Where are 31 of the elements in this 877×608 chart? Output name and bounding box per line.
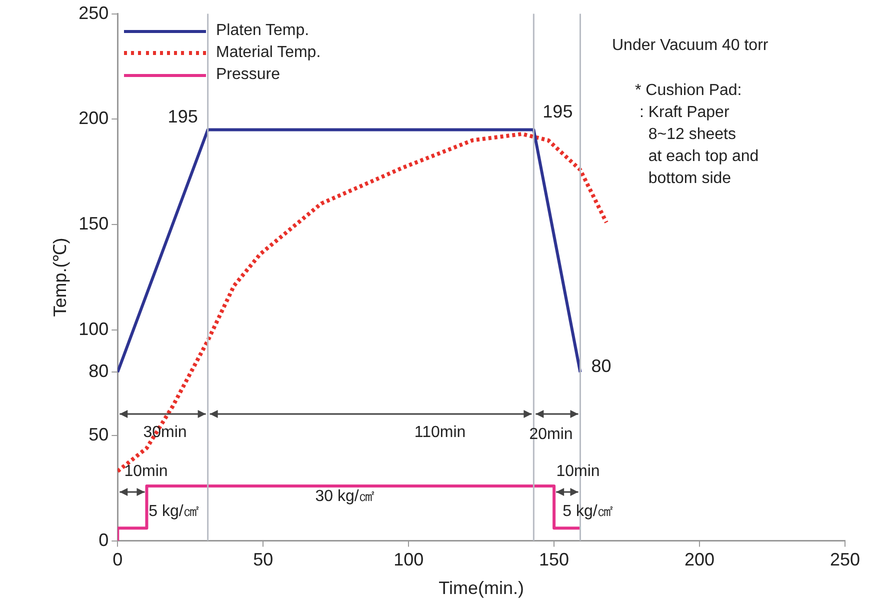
annotation: 30min [143, 424, 187, 442]
x-axis-title: Time(min.) [438, 578, 524, 598]
annotation: Under Vacuum 40 torr [612, 36, 768, 56]
x-tick-label: 0 [112, 550, 123, 570]
annotation: 195 [542, 102, 573, 122]
annotation: 20min [529, 426, 573, 444]
y-tick-label: 80 [88, 361, 109, 382]
annotation: 5 kg/㎠ [562, 503, 614, 521]
annotation: 30 kg/㎠ [315, 488, 375, 506]
x-tick-label: 50 [253, 550, 274, 570]
x-tick-label: 200 [684, 550, 715, 570]
legend-label: Platen Temp. [216, 22, 310, 40]
y-tick-label: 100 [78, 318, 109, 339]
annotation: 80 [591, 356, 612, 376]
annotation: * Cushion Pad: : Kraft Paper 8~12 sheets at each top and bottom side [635, 81, 759, 189]
legend-label: Material Temp. [216, 44, 321, 62]
annotation: 10min [124, 463, 168, 481]
y-tick-label: 0 [98, 530, 109, 550]
x-tick-label: 150 [539, 550, 570, 570]
x-tick-label: 250 [830, 550, 860, 570]
y-tick-label: 250 [78, 2, 109, 23]
annotation: 110min [414, 424, 466, 442]
annotation: 10min [556, 463, 600, 481]
x-tick-label: 100 [394, 550, 424, 570]
annotation: 5 kg/㎠ [148, 503, 200, 521]
y-tick-label: 150 [78, 214, 109, 234]
y-axis-title: Temp.(℃) [50, 238, 70, 317]
y-tick-label: 200 [78, 108, 109, 128]
annotation: 195 [168, 106, 198, 127]
legend-label: Pressure [216, 66, 280, 84]
y-tick-label: 50 [88, 424, 109, 444]
